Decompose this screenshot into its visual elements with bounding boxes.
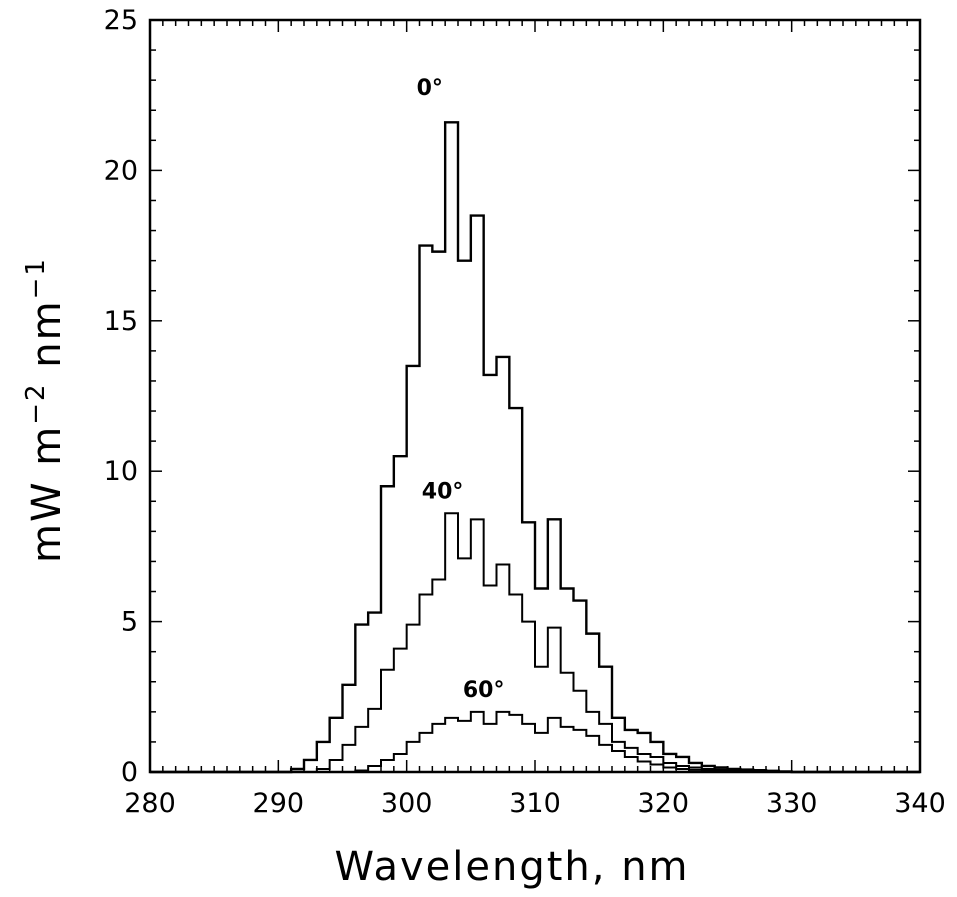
y-tick-label: 20 [104,155,138,186]
series-line-2 [150,512,920,773]
y-axis-title-mid: nm [24,299,70,382]
y-axis-title-exp2: −1 [21,257,51,299]
x-tick-label: 300 [381,788,433,819]
x-tick-label: 330 [766,788,818,819]
x-tick-labels: 280 290 300 310 320 330 340 [124,788,946,819]
series-line-1 [150,121,920,774]
x-tick-label: 310 [509,788,561,819]
series-label-1: 0° [417,76,443,101]
x-tick-label: 290 [253,788,305,819]
y-tick-label: 10 [104,456,138,487]
series-label-2: 40° [422,479,464,504]
y-tick-labels: 0 5 10 15 20 25 [104,5,138,788]
y-tick-label: 15 [104,306,138,337]
y-tick-label: 0 [121,757,138,788]
x-tick-label: 320 [638,788,690,819]
y-tick-label: 25 [104,5,138,36]
y-tick-label: 5 [121,607,138,638]
y-axis-title-exp1: −2 [21,382,51,424]
y-axis-title: mW m−2 nm−1 [21,257,70,563]
series-line-3 [150,710,920,773]
series-label-3: 60° [463,678,505,703]
x-axis-title: Wavelength, nm [334,844,689,890]
y-axis-title-main: mW m [24,425,70,563]
series-lines [150,121,920,774]
series-annotations: 0° 40° 60° [417,76,505,703]
x-tick-label: 340 [894,788,946,819]
x-tick-label: 280 [124,788,176,819]
